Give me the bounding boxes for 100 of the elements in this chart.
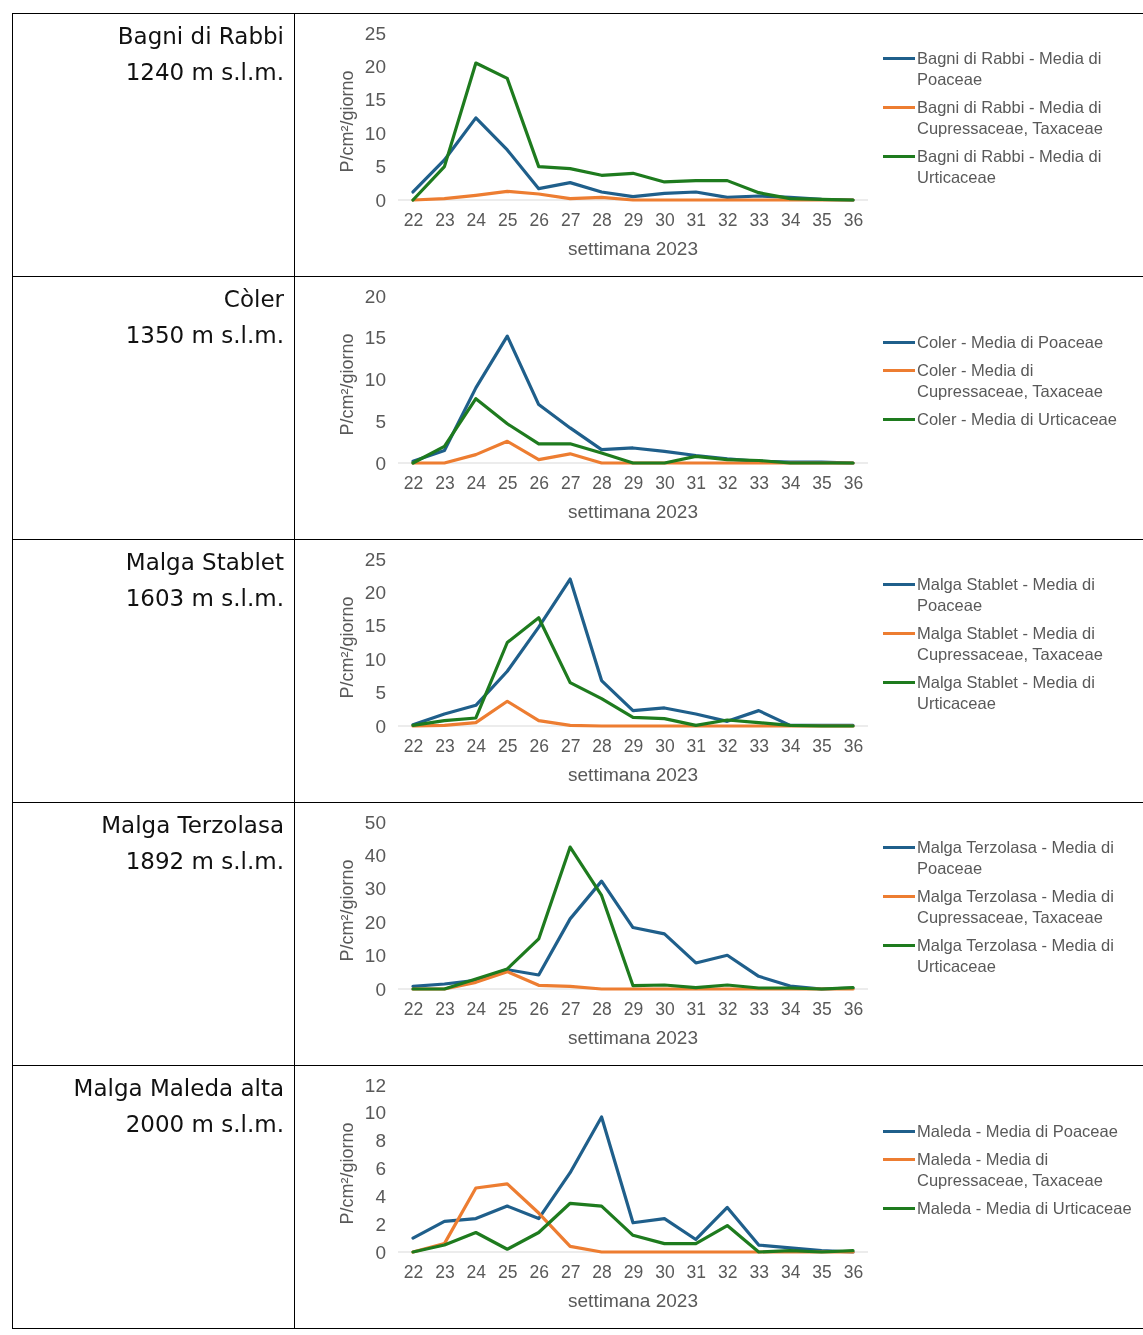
x-tick-label: 36 <box>843 999 864 1020</box>
legend-label: Bagni di Rabbi - Media di Cupressaceae, Taxaceae <box>917 97 1103 137</box>
x-tick-label: 25 <box>498 1262 518 1283</box>
x-tick-label: 28 <box>592 473 612 494</box>
y-tick-label: 30 <box>364 878 386 900</box>
legend-label: Malga Stablet - Media di Cupressaceae, Taxaceae <box>917 623 1103 663</box>
legend-label: Maleda - Media di Cupressaceae, Taxaceae <box>917 1149 1103 1189</box>
x-tick-label: 33 <box>749 999 769 1020</box>
x-axis-title: settimana 2023 <box>568 764 698 785</box>
x-tick-label: 28 <box>592 210 612 231</box>
line-series <box>411 616 855 728</box>
x-tick-label: 36 <box>843 736 864 757</box>
x-tick-label: 33 <box>749 210 769 231</box>
text: Malga Maleda alta <box>73 1075 284 1101</box>
x-tick-label: 26 <box>529 736 549 757</box>
x-tick-label: 23 <box>435 736 455 757</box>
y-tick-label: 0 <box>375 978 386 1000</box>
x-tick-label: 34 <box>780 210 801 231</box>
y-tick-label: 20 <box>364 911 386 933</box>
line-series <box>411 397 855 465</box>
x-tick-label: 30 <box>655 1262 675 1283</box>
x-tick-label: 32 <box>718 999 738 1020</box>
x-tick-label: 30 <box>655 999 675 1020</box>
x-axis-title: settimana 2023 <box>568 501 698 522</box>
x-tick-label: 27 <box>560 473 581 494</box>
x-tick-label: 26 <box>529 999 549 1020</box>
text: Malga Terzolasa <box>101 812 284 838</box>
legend-label: Maleda - Media di Urticaceae <box>917 1198 1132 1217</box>
y-tick-label: 20 <box>364 581 386 603</box>
legend-label: Coler - Media di Cupressaceae, Taxaceae <box>917 360 1103 400</box>
x-tick-label: 28 <box>592 736 612 757</box>
y-tick-label: 0 <box>375 452 386 474</box>
y-tick-label: 0 <box>375 1241 386 1263</box>
y-tick-label: 10 <box>364 122 386 144</box>
legend-label: Malga Stablet - Media di Urticaceae <box>917 672 1095 712</box>
y-tick-label: 6 <box>375 1158 386 1180</box>
y-tick-label: 5 <box>375 682 386 704</box>
y-tick-label: 0 <box>375 189 386 211</box>
x-tick-label: 24 <box>466 999 487 1020</box>
text: Bagni di Rabbi <box>117 23 284 49</box>
x-tick-label: 26 <box>529 1262 549 1283</box>
x-tick-label: 36 <box>843 210 864 231</box>
x-tick-label: 36 <box>843 473 864 494</box>
x-tick-label: 30 <box>655 473 675 494</box>
x-tick-label: 34 <box>780 736 801 757</box>
x-tick-label: 36 <box>843 1262 864 1283</box>
y-tick-label: 15 <box>364 89 386 111</box>
y-tick-label: 0 <box>375 715 386 737</box>
x-tick-label: 27 <box>560 999 581 1020</box>
y-tick-label: 5 <box>375 410 386 432</box>
x-tick-label: 24 <box>466 210 487 231</box>
x-tick-label: 33 <box>749 473 769 494</box>
text: 1240 m s.l.m. <box>125 59 284 85</box>
x-tick-label: 25 <box>498 999 518 1020</box>
y-tick-label: 25 <box>364 548 386 570</box>
x-tick-label: 29 <box>623 473 644 494</box>
y-tick-label: 25 <box>364 22 386 44</box>
x-tick-label: 29 <box>623 1262 644 1283</box>
x-tick-label: 35 <box>812 999 832 1020</box>
x-tick-label: 22 <box>403 473 424 494</box>
x-tick-label: 30 <box>655 210 675 231</box>
x-tick-label: 32 <box>718 210 738 231</box>
x-tick-label: 27 <box>560 210 581 231</box>
x-tick-label: 22 <box>403 1262 424 1283</box>
x-axis-title: settimana 2023 <box>568 1290 698 1311</box>
x-tick-label: 34 <box>780 999 801 1020</box>
x-tick-label: 33 <box>749 736 769 757</box>
y-tick-label: 10 <box>364 945 386 967</box>
x-tick-label: 35 <box>812 473 832 494</box>
y-tick-label: 50 <box>364 811 386 833</box>
x-tick-label: 24 <box>466 1262 487 1283</box>
x-tick-label: 31 <box>686 1262 707 1283</box>
x-tick-label: 27 <box>560 736 581 757</box>
x-tick-label: 31 <box>686 473 707 494</box>
x-tick-label: 28 <box>592 999 612 1020</box>
x-tick-label: 23 <box>435 1262 455 1283</box>
y-tick-label: 10 <box>364 369 386 391</box>
text: 1603 m s.l.m. <box>125 585 284 611</box>
y-tick-label: 10 <box>364 648 386 670</box>
x-tick-label: 26 <box>529 473 549 494</box>
text: Malga Stablet <box>125 549 284 575</box>
x-tick-label: 31 <box>686 210 707 231</box>
y-axis-title: P/cm²/giorno <box>337 70 357 173</box>
y-tick-label: 4 <box>375 1185 387 1207</box>
x-tick-label: 25 <box>498 473 518 494</box>
x-tick-label: 33 <box>749 1262 769 1283</box>
y-tick-label: 20 <box>364 285 386 307</box>
legend-label: Coler - Media di Urticaceae <box>917 409 1117 428</box>
x-tick-label: 25 <box>498 736 518 757</box>
legend-label: Coler - Media di Poaceae <box>917 332 1104 351</box>
y-tick-label: 15 <box>364 327 386 349</box>
line-series <box>411 61 855 202</box>
x-tick-label: 26 <box>529 210 549 231</box>
y-tick-label: 10 <box>364 1102 386 1124</box>
x-tick-label: 29 <box>623 736 644 757</box>
x-tick-label: 29 <box>623 210 644 231</box>
y-tick-label: 8 <box>375 1130 386 1152</box>
x-tick-label: 35 <box>812 736 832 757</box>
y-tick-label: 20 <box>364 55 386 77</box>
line-series <box>411 1201 855 1254</box>
